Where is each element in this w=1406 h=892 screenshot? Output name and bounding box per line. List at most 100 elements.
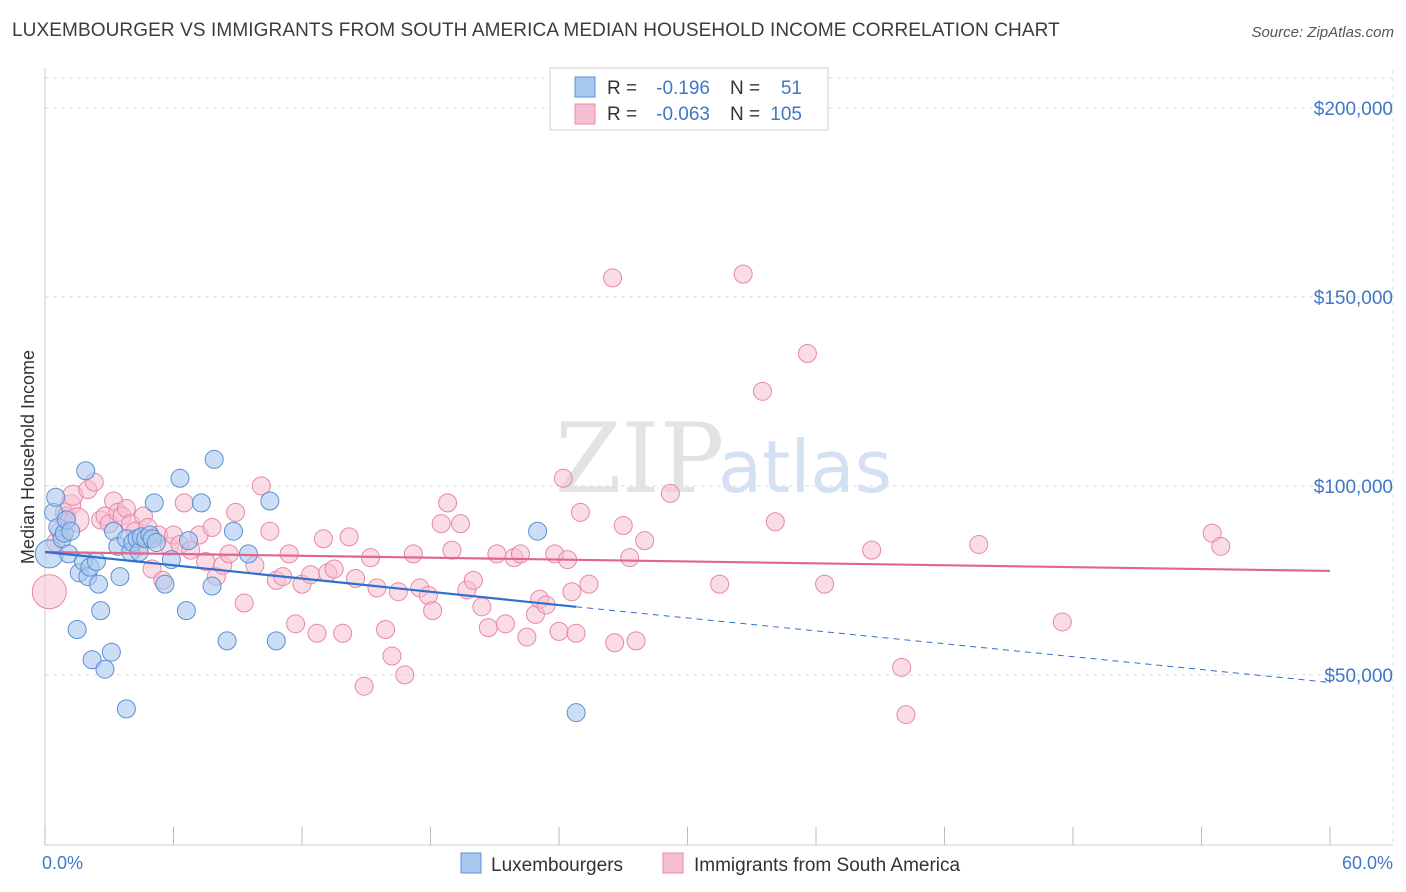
y-tick-label-1: $100,000 xyxy=(1314,477,1393,498)
point-immigrants-36 xyxy=(226,502,246,522)
point-immigrants-98 xyxy=(752,381,772,401)
point-luxembourgers-43 xyxy=(204,449,224,469)
legend-swatch-pink xyxy=(574,103,596,125)
y-tick-label-2: $150,000 xyxy=(1314,288,1393,309)
point-immigrants-86 xyxy=(562,582,582,602)
point-immigrants-39 xyxy=(251,476,271,496)
point-luxembourgers-25 xyxy=(116,699,136,719)
point-immigrants-96 xyxy=(710,574,730,594)
point-luxembourgers-50 xyxy=(566,703,586,723)
point-immigrants-99 xyxy=(765,512,785,532)
chart-title: LUXEMBOURGER VS IMMIGRANTS FROM SOUTH AM… xyxy=(12,20,1060,41)
point-luxembourgers-38 xyxy=(170,468,190,488)
point-immigrants-70 xyxy=(463,570,483,590)
point-luxembourgers-42 xyxy=(202,576,222,596)
point-immigrants-40 xyxy=(260,521,280,541)
trend-line-luxembourgers-extension xyxy=(576,606,1331,683)
point-immigrants-37 xyxy=(234,593,254,613)
point-immigrants-102 xyxy=(862,540,882,560)
point-immigrants-59 xyxy=(388,582,408,602)
watermark: ZIP atlas xyxy=(555,403,892,515)
y-tick-labels: $50,000 $100,000 $150,000 $200,000 xyxy=(1314,99,1393,687)
trend-line-luxembourgers xyxy=(44,550,577,608)
point-luxembourgers-12 xyxy=(76,461,96,481)
trend-line-immigrants xyxy=(44,550,1331,573)
point-luxembourgers-41 xyxy=(191,493,211,513)
point-immigrants-57 xyxy=(376,620,396,640)
point-immigrants-88 xyxy=(579,574,599,594)
point-immigrants-66 xyxy=(438,493,458,513)
point-immigrants-50 xyxy=(324,559,344,579)
point-luxembourgers-8 xyxy=(61,521,81,541)
legend-box xyxy=(549,67,829,131)
point-immigrants-104 xyxy=(896,705,916,725)
point-immigrants-90 xyxy=(613,516,633,536)
legend-n-value-1: 51 xyxy=(781,78,802,99)
bottom-legend-label-immigrants: Immigrants from South America xyxy=(694,855,961,876)
point-luxembourgers-17 xyxy=(89,574,109,594)
legend-r-label-1: R = xyxy=(607,78,637,99)
point-luxembourgers-18 xyxy=(91,601,111,621)
legend-r-value-1: -0.196 xyxy=(656,78,710,99)
point-immigrants-97 xyxy=(733,264,753,284)
point-immigrants-108 xyxy=(1211,536,1231,556)
point-immigrants-44 xyxy=(286,614,306,634)
point-immigrants-43 xyxy=(279,544,299,564)
point-immigrants-52 xyxy=(339,527,359,547)
point-luxembourgers-36 xyxy=(155,574,175,594)
point-immigrants-74 xyxy=(495,614,515,634)
point-immigrants-68 xyxy=(450,514,470,534)
point-luxembourgers-48 xyxy=(266,631,286,651)
point-immigrants-93 xyxy=(635,531,655,551)
correlation-legend: R = -0.196 N = 51 R = -0.063 N = 105 xyxy=(549,67,829,131)
bottom-legend-swatch-pink xyxy=(662,852,684,874)
point-luxembourgers-39 xyxy=(176,601,196,621)
legend-r-value-2: -0.063 xyxy=(656,104,710,125)
point-immigrants-58 xyxy=(382,646,402,666)
point-immigrants-103 xyxy=(892,657,912,677)
point-immigrants-76 xyxy=(510,544,530,564)
series-legend: Luxembourgers Immigrants from South Amer… xyxy=(460,852,961,876)
point-immigrants-89 xyxy=(605,633,625,653)
point-immigrants-28 xyxy=(174,493,194,513)
point-immigrants-92 xyxy=(626,631,646,651)
point-immigrants-32 xyxy=(202,517,222,537)
point-immigrants-100 xyxy=(797,344,817,364)
point-immigrants-101 xyxy=(815,574,835,594)
point-immigrants-48 xyxy=(313,529,333,549)
point-luxembourgers-20 xyxy=(101,642,121,662)
point-immigrants-91 xyxy=(620,548,640,568)
point-luxembourgers-47 xyxy=(260,491,280,511)
point-immigrants-65 xyxy=(431,514,451,534)
point-immigrants-77 xyxy=(517,627,537,647)
point-immigrants-95 xyxy=(660,483,680,503)
point-immigrants-106 xyxy=(1052,612,1072,632)
legend-r-label-2: R = xyxy=(607,104,637,125)
bottom-legend-swatch-blue xyxy=(460,852,482,874)
point-luxembourgers-35 xyxy=(146,533,166,553)
axes xyxy=(44,68,1393,846)
point-immigrants-71 xyxy=(472,597,492,617)
point-immigrants-85 xyxy=(553,468,573,488)
point-immigrants-47 xyxy=(307,623,327,643)
point-luxembourgers-44 xyxy=(217,631,237,651)
bottom-legend-label-luxembourgers: Luxembourgers xyxy=(491,855,623,876)
point-immigrants-107 xyxy=(1202,523,1222,543)
point-immigrants-72 xyxy=(478,618,498,638)
legend-n-label-2: N = xyxy=(730,104,760,125)
point-luxembourgers-34 xyxy=(144,493,164,513)
y-tick-label-0: $50,000 xyxy=(1324,666,1393,687)
legend-swatch-blue xyxy=(574,76,596,98)
point-luxembourgers-23 xyxy=(110,567,130,587)
point-immigrants-60 xyxy=(395,665,415,685)
point-immigrants-84 xyxy=(566,623,586,643)
point-immigrants-0 xyxy=(31,574,67,610)
point-immigrants-87 xyxy=(570,502,590,522)
point-immigrants-64 xyxy=(423,601,443,621)
trend-lines xyxy=(44,550,1331,683)
y-tick-label-3: $200,000 xyxy=(1314,99,1393,120)
source-label: Source: ZipAtlas.com xyxy=(1251,24,1394,41)
watermark-atlas: atlas xyxy=(718,425,892,509)
point-luxembourgers-15 xyxy=(82,650,102,670)
